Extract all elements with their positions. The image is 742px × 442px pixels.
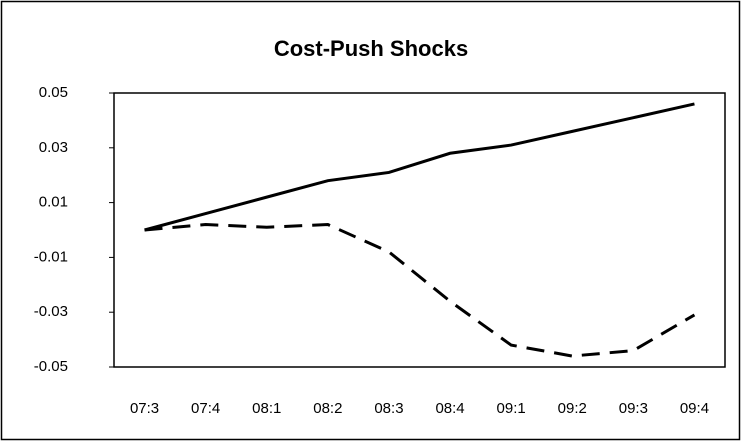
y-tick-label: -0.03 xyxy=(34,303,68,320)
series-line xyxy=(144,223,696,358)
x-tick-label: 07:3 xyxy=(130,400,159,417)
x-tick-label: 09:2 xyxy=(558,400,587,417)
x-tick-label: 09:3 xyxy=(619,400,648,417)
x-tick-label: 08:2 xyxy=(313,400,342,417)
x-tick-label: 09:1 xyxy=(497,400,526,417)
series-line xyxy=(144,102,695,232)
y-tick-label: 0.05 xyxy=(39,84,68,101)
y-tick-label: 0.01 xyxy=(39,194,68,211)
chart-title: Cost-Push Shocks xyxy=(274,36,468,61)
plot-area xyxy=(113,92,726,368)
x-tick-label: 08:3 xyxy=(374,400,403,417)
x-tick-label: 08:1 xyxy=(252,400,281,417)
x-tick-label: 07:4 xyxy=(191,400,220,417)
y-tick-label: -0.05 xyxy=(34,358,68,375)
x-tick-label: 09:4 xyxy=(680,400,709,417)
y-tick-label: -0.01 xyxy=(34,248,68,265)
x-tick-label: 08:4 xyxy=(435,400,464,417)
y-tick-label: 0.03 xyxy=(39,139,68,156)
